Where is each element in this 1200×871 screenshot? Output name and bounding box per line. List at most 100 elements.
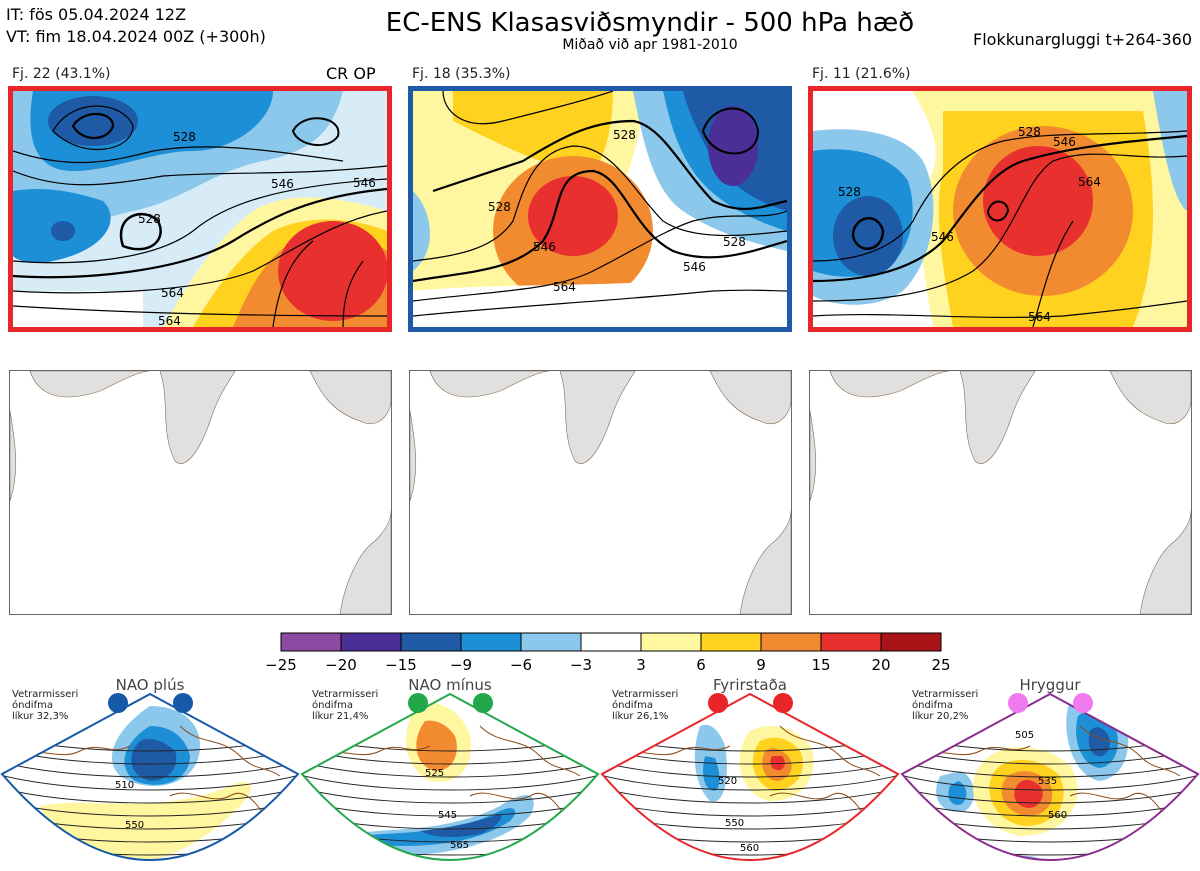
regime-info-line: líkur 32,3% [12,711,69,722]
colorbar-swatch [700,632,762,652]
height-contour [2,761,298,778]
contour-label: 546 [533,240,556,254]
anomaly-fill [420,814,502,838]
contour-label: 528 [1018,125,1041,139]
colorbar-swatch [520,632,582,652]
anomaly-fill [131,739,177,781]
regime-dot [108,693,128,713]
regime-info-line: líkur 21,4% [312,711,369,722]
contour-label: 525 [425,768,444,779]
colorbar-swatch [340,632,402,652]
contour-label: 528 [488,200,511,214]
regime-info-line: Vetrarmisseri [612,689,679,700]
contour-label: 550 [125,820,144,831]
regime-info: Vetrarmisseri óndifma líkur 32,3% [12,689,78,722]
regime-title: Fyrirstaða [713,676,787,694]
height-contour [902,774,1198,791]
cluster-1-label: Fj. 22 (43.1%) [12,66,111,82]
cluster-2-label: Fj. 18 (35.3%) [412,66,511,82]
contour-label: 528 [613,128,636,142]
height-contour [602,761,898,778]
height-contour [902,761,1198,778]
contour-label: 564 [1028,310,1051,324]
contour-label: 528 [173,130,196,144]
anomaly-fill [360,808,516,846]
anomaly-fill [416,720,457,771]
regime-dot [173,693,193,713]
contour-label: 550 [725,818,744,829]
colorbar-tick-label: 9 [756,656,766,674]
colorbar-swatch [280,632,342,652]
contour-label: 505 [1015,730,1034,741]
colorbar-tick-label: −20 [325,656,357,674]
valid-time: VT: fim 18.04.2024 00Z (+300h) [6,27,266,46]
contour-label: 560 [1048,810,1067,821]
colorbar-swatch [400,632,462,652]
regime-border [900,692,1200,861]
cluster-3-basemap [809,370,1192,615]
height-contour [602,774,898,791]
anomaly-fill [1014,780,1043,808]
height-contour [2,774,298,791]
colorbar-tick-label: −3 [569,656,593,674]
regime-info-line: Vetrarmisseri [12,689,79,700]
regime-dot [708,693,728,713]
anomaly-fill [770,756,785,771]
regime-dot [408,693,428,713]
height-contour [2,787,298,804]
regime-panel-0: 510 550 NAO plús Vetrarmisseri óndifma líkur … [0,676,300,871]
contour-label: 564 [553,280,576,294]
regime-title: NAO plús [115,676,185,694]
colorbar-swatch [640,632,702,652]
regime-info-line: óndifma [312,700,353,711]
colorbar-tick-label: 3 [636,656,646,674]
regime-info-line: líkur 26,1% [612,711,669,722]
anomaly-fill [703,756,720,791]
contour-label: 528 [838,185,861,199]
regime-panel-1: 525 545 565 NAO mínus Vetrarmisseri óndifma lí… [300,676,600,871]
regime-info-line: líkur 20,2% [912,711,969,722]
contour-label: 560 [740,843,759,854]
regime-border [0,692,300,861]
regime-map: 505 535 560 [900,692,1200,861]
cluster-2-map: 528 546 564 528 546 528 [408,86,792,332]
height-contour [302,774,598,791]
height-contours [13,105,387,327]
regime-info: Vetrarmisseri óndifma líkur 21,4% [312,689,378,722]
cluster-2-basemap [409,370,792,615]
colorbar-tick-label: −25 [265,656,297,674]
contour-label: 528 [138,212,161,226]
regime-info-line: óndifma [912,700,953,711]
regime-panel-2: 520 550 560 Fyrirstaða Vetrarmisseri óndifma l… [600,676,900,871]
cluster-3-label: Fj. 11 (21.6%) [812,66,911,82]
colorbar-swatch [820,632,882,652]
regime-dot [1008,693,1028,713]
regime-info-line: óndifma [12,700,53,711]
regime-dot [1073,693,1093,713]
colorbar-tick-label: −9 [449,656,473,674]
landmass [10,371,391,614]
regime-border [600,692,900,861]
contour-label: 535 [1038,776,1057,787]
regime-dot [473,693,493,713]
colorbar-tick-label: 15 [811,656,831,674]
regime-info: Vetrarmisseri óndifma líkur 26,1% [612,689,678,722]
classification-window: Flokkunargluggi t+264-360 [973,30,1192,49]
regime-info: Vetrarmisseri óndifma líkur 20,2% [912,689,978,722]
height-contour [302,761,598,778]
page-title: EC-ENS Klasasviðsmyndir - 500 hPa hæð [385,8,915,38]
colorbar [280,632,942,652]
regime-map: 520 550 560 [600,692,900,861]
contour-label: 520 [718,776,737,787]
anomaly-fill [1088,727,1110,757]
colorbar-tick-label: 6 [696,656,706,674]
contour-label: 528 [723,235,746,249]
regime-title: NAO mínus [408,676,492,694]
regime-info-line: óndifma [612,700,653,711]
regime-info-line: Vetrarmisseri [312,689,379,700]
cluster-3-map: 528 546 564 528 546 564 [808,86,1192,332]
contour-label: 510 [115,780,134,791]
header-times: IT: fös 05.04.2024 12Z VT: fim 18.04.202… [6,4,266,48]
height-contour [902,735,1198,752]
cluster-1-basemap [9,370,392,615]
